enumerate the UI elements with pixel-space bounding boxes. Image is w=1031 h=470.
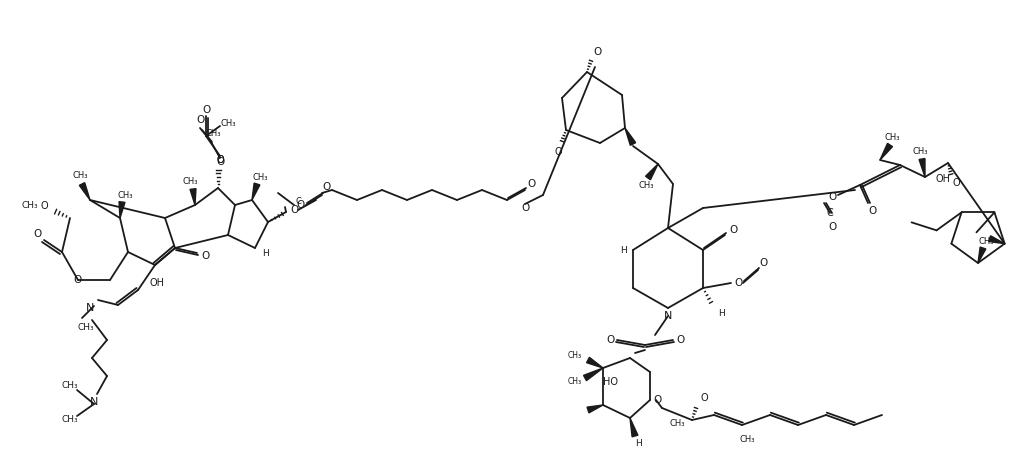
Text: O: O bbox=[217, 155, 224, 165]
Text: O: O bbox=[555, 147, 562, 157]
Text: CH₃: CH₃ bbox=[77, 323, 94, 332]
Text: O: O bbox=[521, 203, 529, 213]
Text: O: O bbox=[828, 192, 836, 202]
Text: N: N bbox=[664, 311, 672, 321]
Text: HO: HO bbox=[602, 377, 618, 387]
Text: CH₃: CH₃ bbox=[978, 236, 994, 245]
Text: CH₃: CH₃ bbox=[205, 128, 221, 138]
Text: O: O bbox=[729, 225, 737, 235]
Text: CH₃: CH₃ bbox=[638, 181, 654, 190]
Text: O: O bbox=[868, 206, 876, 216]
Polygon shape bbox=[587, 405, 603, 413]
Text: C: C bbox=[827, 208, 833, 218]
Text: O: O bbox=[202, 105, 210, 115]
Text: CH₃: CH₃ bbox=[72, 172, 88, 180]
Polygon shape bbox=[989, 236, 1004, 243]
Text: O: O bbox=[606, 335, 614, 345]
Text: O: O bbox=[527, 179, 535, 189]
Text: O: O bbox=[73, 275, 81, 285]
Text: O: O bbox=[217, 155, 224, 165]
Polygon shape bbox=[584, 368, 603, 381]
Text: O: O bbox=[759, 258, 767, 268]
Text: CH₃: CH₃ bbox=[253, 173, 268, 182]
Polygon shape bbox=[625, 128, 636, 145]
Polygon shape bbox=[587, 357, 603, 368]
Text: H: H bbox=[620, 245, 627, 254]
Text: OH: OH bbox=[935, 174, 950, 184]
Text: H: H bbox=[635, 439, 641, 447]
Text: O: O bbox=[828, 222, 836, 232]
Polygon shape bbox=[190, 188, 196, 205]
Text: N: N bbox=[86, 303, 94, 313]
Text: CH₃: CH₃ bbox=[221, 118, 236, 127]
Text: O: O bbox=[40, 201, 47, 211]
Text: CH₃: CH₃ bbox=[62, 382, 78, 391]
Text: CH₃: CH₃ bbox=[22, 202, 38, 211]
Text: O: O bbox=[700, 393, 708, 403]
Text: CH₃: CH₃ bbox=[669, 418, 685, 428]
Text: O: O bbox=[196, 115, 204, 125]
Text: CH₃: CH₃ bbox=[912, 147, 928, 156]
Text: C: C bbox=[295, 197, 301, 206]
Polygon shape bbox=[79, 183, 90, 200]
Text: CH₃: CH₃ bbox=[739, 434, 755, 444]
Polygon shape bbox=[880, 143, 893, 160]
Text: O: O bbox=[593, 47, 601, 57]
Text: CH₃: CH₃ bbox=[118, 191, 133, 201]
Text: OH: OH bbox=[149, 278, 165, 288]
Text: O: O bbox=[734, 278, 742, 288]
Text: O: O bbox=[215, 157, 224, 167]
Polygon shape bbox=[645, 164, 658, 180]
Text: O: O bbox=[953, 178, 960, 188]
Text: O: O bbox=[201, 251, 209, 261]
Text: CH₃: CH₃ bbox=[182, 178, 198, 187]
Text: CH₃: CH₃ bbox=[568, 352, 583, 360]
Text: O: O bbox=[653, 395, 661, 405]
Text: O: O bbox=[676, 335, 685, 345]
Text: O: O bbox=[322, 182, 330, 192]
Polygon shape bbox=[978, 247, 986, 263]
Text: CH₃: CH₃ bbox=[62, 415, 78, 424]
Polygon shape bbox=[630, 418, 638, 437]
Text: H: H bbox=[718, 310, 725, 319]
Text: CH₃: CH₃ bbox=[568, 377, 583, 386]
Text: O: O bbox=[33, 229, 41, 239]
Text: CH₃: CH₃ bbox=[885, 133, 900, 142]
Text: H: H bbox=[262, 249, 268, 258]
Polygon shape bbox=[252, 183, 260, 200]
Polygon shape bbox=[119, 202, 125, 218]
Text: N: N bbox=[90, 397, 98, 407]
Text: O: O bbox=[290, 205, 298, 215]
Polygon shape bbox=[919, 158, 925, 177]
Text: O: O bbox=[296, 200, 304, 210]
